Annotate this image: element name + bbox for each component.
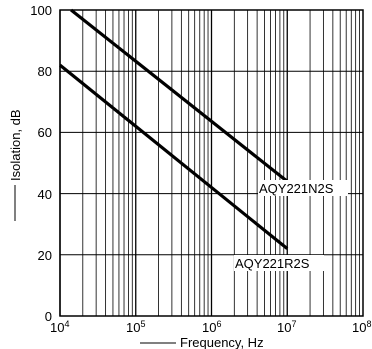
series-label-aqy221n2s: AQY221N2S: [259, 181, 334, 196]
series-line-1: [70, 8, 289, 183]
y-tick-label: 100: [30, 3, 52, 18]
x-tick-label: 104: [50, 319, 69, 335]
y-tick-label: 40: [38, 187, 52, 202]
y-axis-label-text: Isolation, dB: [8, 109, 23, 181]
y-tick-labels: 0 20 40 60 80 100: [30, 3, 52, 324]
series-layer: [58, 8, 289, 250]
series-label-background: [258, 180, 348, 196]
y-tick-label: 80: [38, 64, 52, 79]
series-labels: AQY221N2S AQY221R2S: [234, 180, 348, 271]
x-axis-label: Frequency, Hz: [140, 335, 264, 349]
y-tick-label: 60: [38, 125, 52, 140]
y-axis-label: Isolation, dB: [8, 109, 23, 221]
series-line-2: [58, 63, 289, 250]
y-tick-label: 0: [45, 309, 52, 324]
x-tick-labels: 104 105 106 107 108: [50, 319, 371, 335]
series-label-background: [234, 255, 324, 271]
plot-frame: [59, 9, 364, 317]
y-tick-label: 20: [38, 248, 52, 263]
x-axis-label-text: Frequency, Hz: [180, 335, 264, 349]
x-tick-label: 108: [352, 319, 371, 335]
series-label-aqy221r2s: AQY221R2S: [235, 256, 310, 271]
x-tick-label: 106: [202, 319, 221, 335]
x-tick-label: 105: [126, 319, 145, 335]
x-tick-label: 107: [277, 319, 296, 335]
